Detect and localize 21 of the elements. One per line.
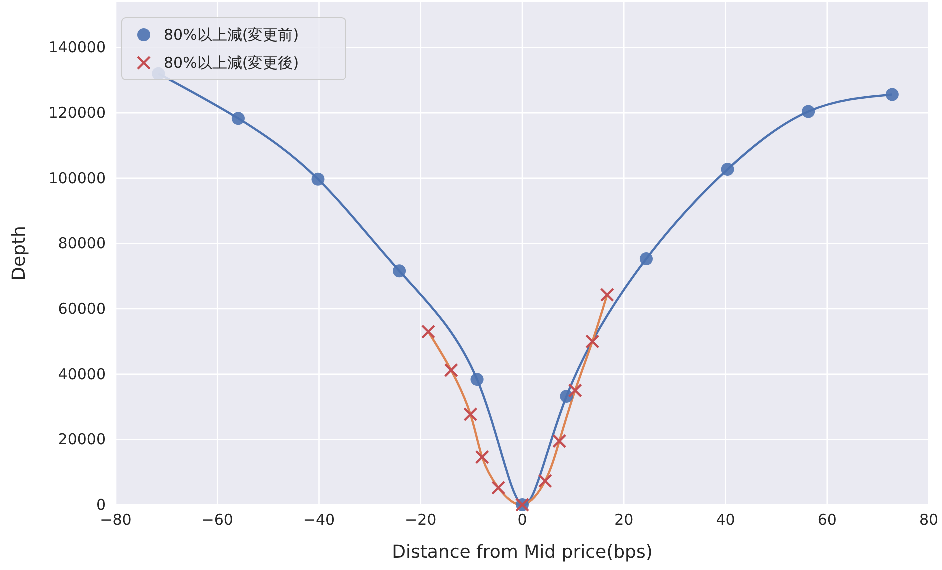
y-tick-label: 120000 xyxy=(48,104,106,122)
legend-label: 80%以上減(変更前) xyxy=(164,26,300,44)
y-tick-label: 40000 xyxy=(58,365,106,384)
y-tick-label: 140000 xyxy=(48,38,106,57)
x-tick-label: 80 xyxy=(919,511,939,529)
x-tick-label: −40 xyxy=(303,511,336,529)
y-tick-label: 20000 xyxy=(58,430,106,449)
x-tick-label: 60 xyxy=(818,511,837,529)
x-tick-label: 0 xyxy=(518,511,528,529)
x-tick-label: 20 xyxy=(614,511,634,529)
x-tick-label: −60 xyxy=(202,511,234,529)
x-tick-label: −80 xyxy=(100,511,132,529)
y-axis-title: Depth xyxy=(9,226,30,281)
x-tick-label: −20 xyxy=(405,511,437,529)
y-tick-label: 60000 xyxy=(58,300,106,318)
x-tick-label: 40 xyxy=(716,511,736,529)
y-tick-label: 80000 xyxy=(58,234,106,253)
legend-label: 80%以上減(変更後) xyxy=(164,54,300,72)
x-axis-title: Distance from Mid price(bps) xyxy=(392,542,653,563)
y-tick-label: 0 xyxy=(96,496,106,514)
y-tick-label: 100000 xyxy=(48,169,106,188)
